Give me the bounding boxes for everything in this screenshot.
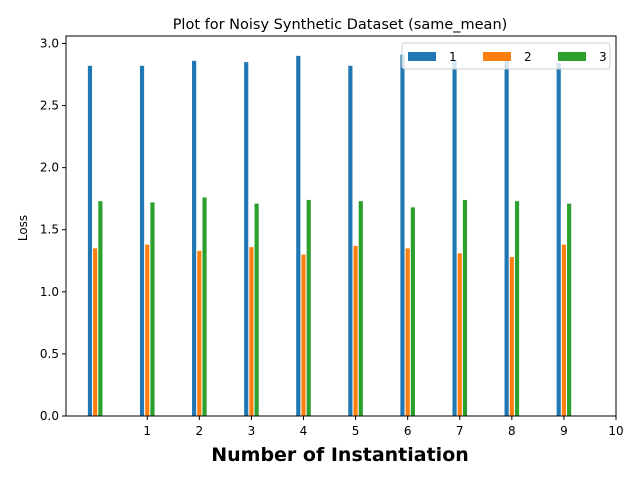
y-tick-label: 0.0 [40, 409, 59, 423]
bar-series-1-2 [192, 60, 197, 416]
x-axis: 1 2 3 4 5 6 7 8 9 10 [143, 416, 624, 438]
y-tick-label: 2.0 [40, 161, 59, 175]
bars-layer [87, 54, 572, 417]
bar-series-2-5 [353, 245, 358, 416]
x-tick-label: 10 [608, 424, 623, 438]
bar-series-2-1 [145, 244, 150, 416]
legend-label-3: 3 [599, 50, 607, 64]
legend-label-2: 2 [524, 50, 532, 64]
y-tick-label: 0.5 [40, 347, 59, 361]
y-tick-label: 1.0 [40, 285, 59, 299]
bar-series-2-4 [301, 254, 306, 416]
bar-series-3-4 [306, 199, 311, 416]
x-tick-label: 1 [143, 424, 151, 438]
bar-series-2-8 [509, 257, 514, 416]
bar-series-3-6 [410, 207, 415, 416]
bar-series-3-9 [567, 203, 572, 416]
bar-series-2-7 [457, 253, 462, 416]
bar-series-3-1 [150, 202, 155, 416]
y-axis-label: Loss [16, 215, 30, 241]
x-tick-label: 7 [456, 424, 464, 438]
bar-series-1-3 [244, 62, 249, 416]
y-axis: 0.0 0.5 1.0 1.5 2.0 2.5 3.0 [40, 36, 66, 423]
bar-series-1-6 [400, 54, 405, 417]
bar-series-3-0 [98, 201, 103, 416]
bar-series-2-2 [197, 250, 202, 416]
bar-series-2-9 [561, 244, 566, 416]
bar-series-1-7 [452, 59, 457, 416]
bar-series-1-1 [139, 65, 145, 416]
x-tick-label: 3 [248, 424, 256, 438]
bar-series-3-7 [462, 199, 468, 416]
bar-series-3-3 [254, 203, 259, 416]
bar-series-3-8 [514, 201, 520, 416]
legend-swatch-3 [558, 52, 586, 61]
bar-series-3-2 [202, 197, 207, 416]
x-tick-label: 4 [300, 424, 308, 438]
bar-series-2-0 [93, 248, 98, 416]
legend-label-1: 1 [449, 50, 457, 64]
legend-swatch-2 [483, 52, 511, 61]
bar-series-2-6 [405, 248, 410, 416]
bar-series-1-9 [556, 63, 561, 417]
x-tick-label: 2 [196, 424, 204, 438]
legend-swatch-1 [408, 52, 436, 61]
bar-series-1-5 [348, 65, 353, 416]
legend: 1 2 3 [401, 42, 611, 70]
x-tick-label: 9 [560, 424, 568, 438]
bar-series-2-3 [249, 247, 254, 416]
bar-series-1-8 [504, 59, 509, 416]
bar-series-3-5 [358, 201, 363, 416]
bar-series-1-0 [87, 65, 93, 416]
y-tick-label: 2.5 [40, 99, 59, 113]
bar-series-1-4 [296, 55, 301, 416]
x-tick-label: 8 [508, 424, 516, 438]
plot-frame [65, 35, 617, 417]
chart-title: Plot for Noisy Synthetic Dataset (same_m… [173, 17, 508, 33]
y-tick-label: 1.5 [40, 223, 59, 237]
x-tick-label: 5 [352, 424, 360, 438]
y-tick-label: 3.0 [40, 36, 59, 50]
x-tick-label: 6 [404, 424, 412, 438]
x-axis-label: Number of Instantiation [211, 444, 469, 466]
